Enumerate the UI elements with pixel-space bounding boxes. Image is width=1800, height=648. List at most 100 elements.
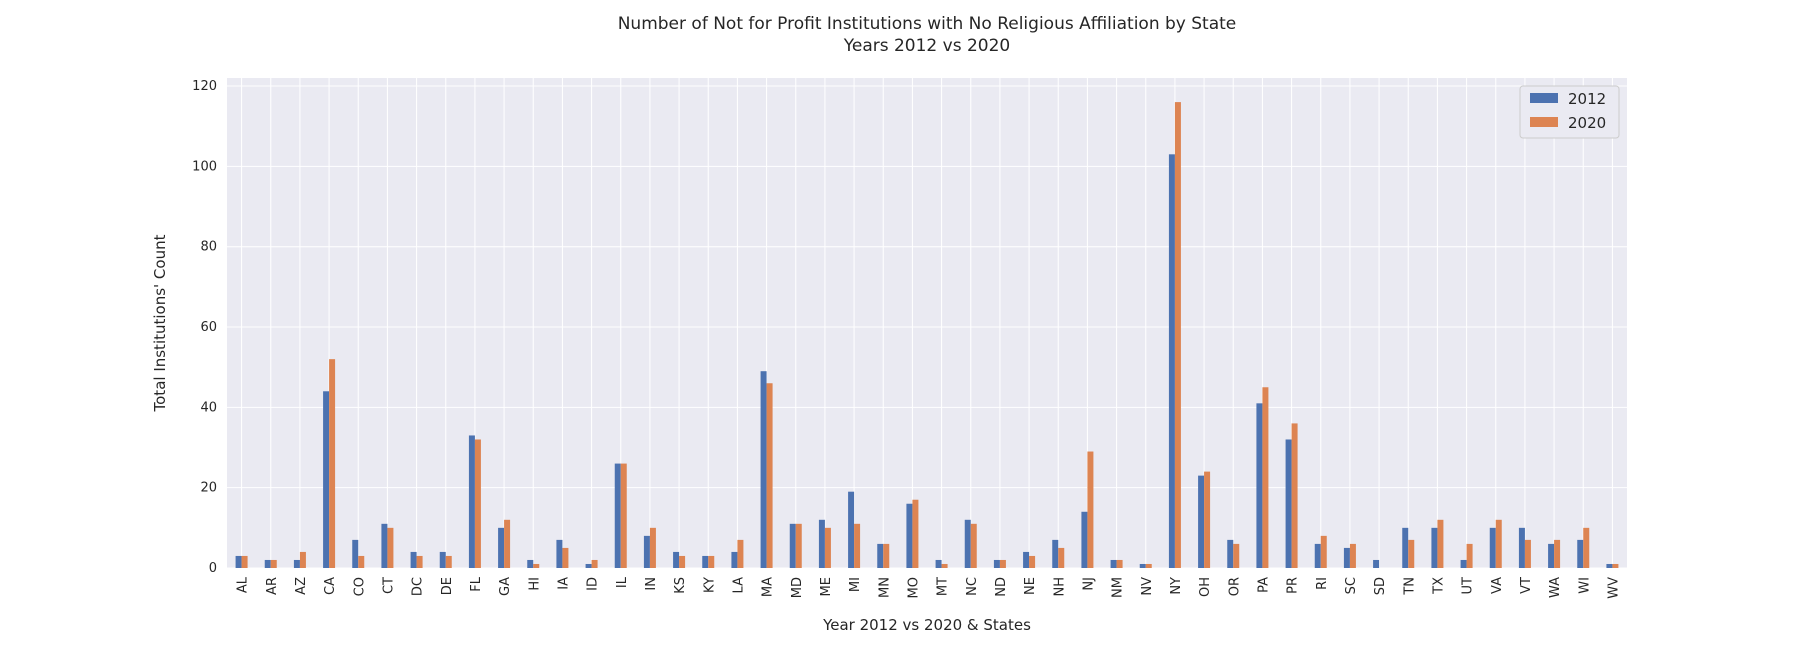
bar-2012-PR	[1285, 439, 1292, 568]
x-tick-label: CA	[323, 577, 338, 595]
bar-2020-VA	[1495, 519, 1502, 568]
x-tick-label: GA	[498, 577, 513, 596]
bar-2020-VT	[1524, 539, 1531, 568]
bar-2012-NJ	[1081, 511, 1088, 568]
x-tick-label: DC	[411, 577, 426, 596]
bar-2020-NH	[1058, 547, 1065, 568]
x-tick-label: WA	[1548, 577, 1563, 598]
x-tick-label: MA	[761, 577, 776, 597]
x-tick-label: HI	[527, 577, 542, 591]
bar-2020-DE	[445, 555, 452, 568]
x-tick-label: WI	[1577, 577, 1592, 594]
bar-2012-NV	[1139, 563, 1146, 568]
x-tick-label: IN	[644, 577, 659, 591]
bar-2012-MN	[877, 543, 884, 568]
x-tick-label: TN	[1402, 577, 1417, 596]
bar-2020-OR	[1233, 543, 1240, 568]
x-tick-label: NE	[1023, 577, 1038, 595]
x-tick-label: UT	[1461, 577, 1476, 595]
bars	[235, 102, 1619, 569]
bar-2012-IN	[643, 535, 650, 568]
x-tick-label: SC	[1344, 577, 1359, 594]
y-tick-label: 100	[192, 159, 217, 174]
bar-2020-WV	[1612, 563, 1619, 568]
x-tick-label: OH	[1198, 577, 1213, 597]
x-tick-label: KY	[702, 577, 717, 593]
bar-2020-IN	[649, 527, 656, 568]
bar-2020-KS	[679, 555, 686, 568]
bar-2020-GA	[504, 519, 511, 568]
chart-title: Number of Not for Profit Institutions wi…	[618, 14, 1237, 34]
x-tick-label: ND	[994, 577, 1009, 597]
bar-2020-AR	[270, 559, 277, 568]
x-tick-label: IL	[615, 576, 630, 588]
y-axis-ticks: 0 20 40 60 80 100 120	[192, 79, 217, 576]
y-tick-label: 60	[200, 320, 217, 335]
bar-2012-SC	[1343, 547, 1350, 568]
legend-label-2012: 2012	[1568, 90, 1606, 108]
bar-2012-AZ	[293, 559, 300, 568]
x-tick-label: PA	[1256, 577, 1271, 593]
bar-2012-PA	[1256, 403, 1263, 568]
plot-area	[227, 78, 1627, 568]
bar-2012-VA	[1489, 527, 1496, 568]
bar-2020-CO	[358, 555, 365, 568]
bar-2020-NJ	[1087, 451, 1094, 568]
x-tick-label: MI	[848, 577, 863, 592]
bar-2020-ID	[591, 559, 598, 568]
bar-2012-OR	[1227, 539, 1234, 568]
bar-2012-VT	[1518, 527, 1525, 568]
bar-2020-SC	[1349, 543, 1356, 568]
bar-2012-ID	[585, 563, 592, 568]
y-tick-label: 40	[200, 400, 217, 415]
x-tick-label: CO	[352, 577, 367, 596]
bar-2012-KY	[702, 555, 709, 568]
bar-2020-TN	[1408, 539, 1415, 568]
bar-2012-MT	[935, 559, 942, 568]
legend-swatch-2020	[1530, 117, 1558, 127]
x-tick-label: MN	[877, 577, 892, 598]
x-tick-label: MD	[790, 577, 805, 598]
bar-2020-PA	[1262, 387, 1269, 568]
x-tick-label: AR	[265, 577, 280, 595]
x-tick-label: CT	[381, 577, 396, 594]
bar-2020-IA	[562, 547, 569, 568]
bar-2012-NY	[1168, 154, 1175, 569]
bar-2020-ND	[999, 559, 1006, 568]
bar-2020-MN	[883, 543, 890, 568]
bar-2020-AL	[241, 555, 248, 568]
bar-2012-SD	[1373, 559, 1380, 568]
bar-2020-MA	[766, 383, 773, 568]
x-tick-label: WV	[1606, 577, 1621, 599]
bar-2012-MI	[848, 491, 855, 568]
bar-2020-NC	[970, 523, 977, 568]
bar-2012-FL	[468, 435, 475, 568]
x-axis-label: Year 2012 vs 2020 & States	[822, 616, 1031, 634]
bar-2012-NM	[1110, 559, 1117, 568]
bar-2020-MI	[854, 523, 861, 568]
y-tick-label: 0	[209, 561, 217, 576]
bar-2012-ME	[818, 519, 825, 568]
bar-2012-IA	[556, 539, 563, 568]
y-tick-label: 120	[192, 79, 217, 94]
bar-2020-AZ	[299, 551, 306, 568]
bar-2012-AL	[235, 555, 242, 568]
bar-2012-MO	[906, 503, 913, 568]
bar-2012-TN	[1402, 527, 1409, 568]
x-tick-label: AZ	[294, 577, 309, 595]
x-tick-label: NM	[1111, 577, 1126, 598]
bar-2020-MT	[941, 563, 948, 568]
bar-2020-KY	[708, 555, 715, 568]
bar-2012-MA	[760, 371, 767, 568]
bar-2012-AR	[264, 559, 271, 568]
x-tick-label: LA	[731, 577, 746, 594]
bar-2012-NE	[1023, 551, 1030, 568]
bar-2020-MD	[795, 523, 802, 568]
x-tick-label: MT	[936, 577, 951, 596]
bar-2020-PR	[1291, 423, 1298, 568]
bar-2020-MO	[912, 499, 919, 568]
x-tick-label: SD	[1373, 577, 1388, 595]
x-tick-label: PR	[1286, 577, 1301, 594]
bar-2012-RI	[1314, 543, 1321, 568]
